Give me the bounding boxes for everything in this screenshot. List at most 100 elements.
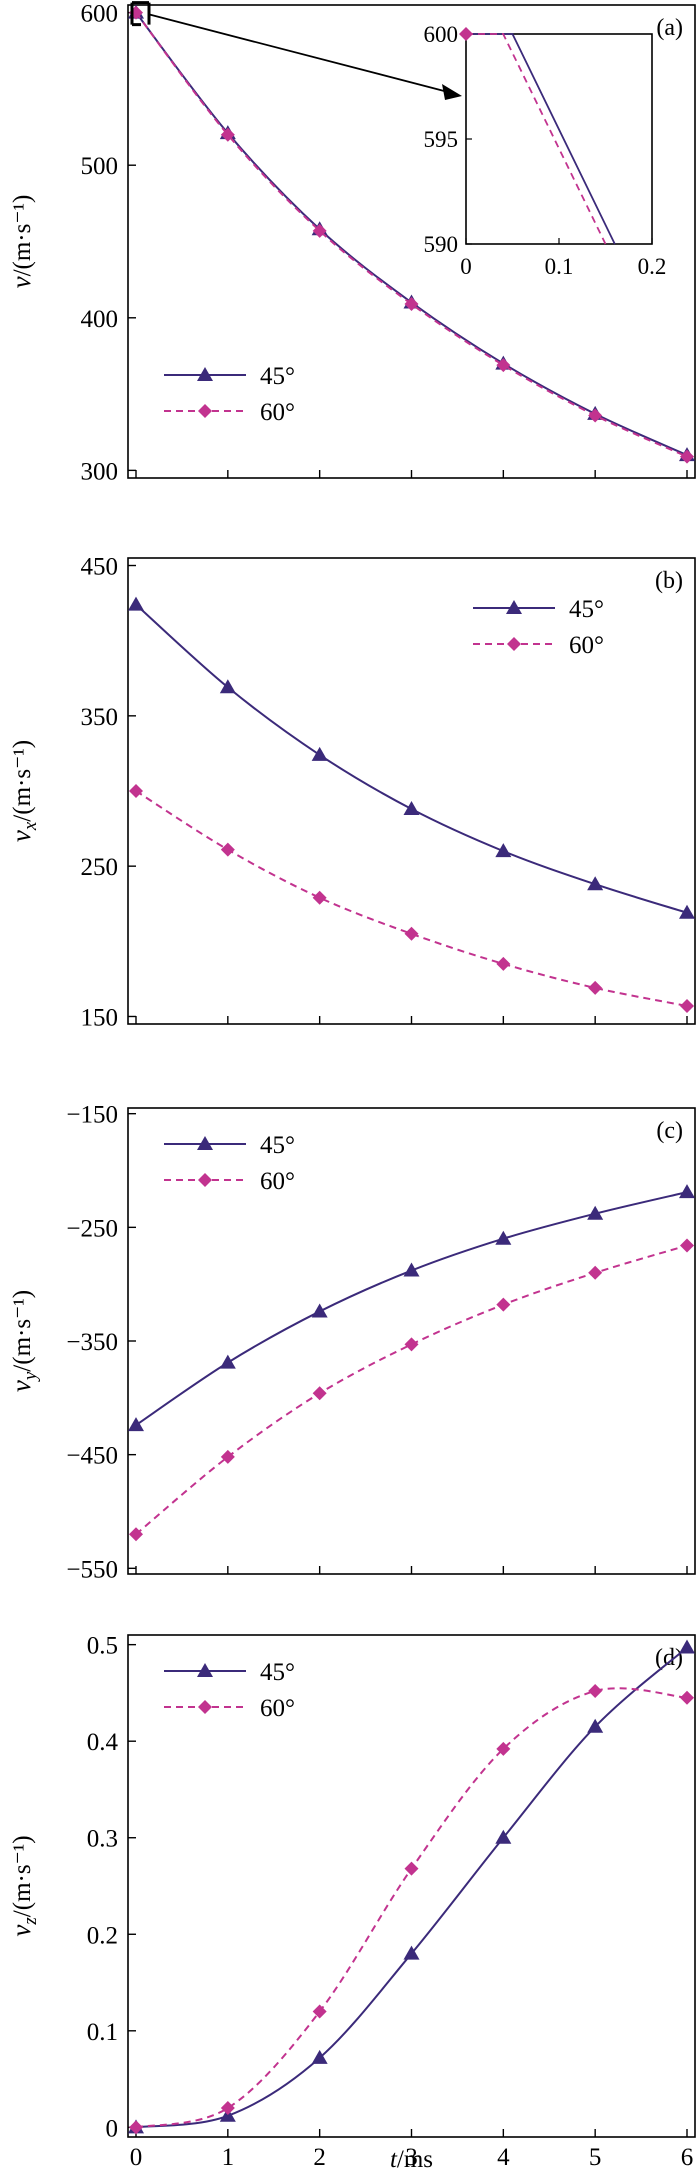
legend-label: 60° bbox=[260, 399, 295, 426]
data-point-1 bbox=[404, 926, 419, 941]
series-line-0 bbox=[135, 12, 688, 457]
data-point-1 bbox=[496, 1741, 511, 1756]
y-tick-label: −550 bbox=[66, 1556, 118, 1583]
y-tick-label: 350 bbox=[81, 704, 119, 731]
zoom-arrow bbox=[149, 13, 449, 93]
data-point-1 bbox=[220, 1449, 235, 1464]
data-point-0 bbox=[128, 1417, 144, 1432]
data-point-1 bbox=[312, 2004, 327, 2019]
y-tick-label: 0.1 bbox=[87, 2019, 118, 2046]
series-line-0 bbox=[135, 1191, 688, 1426]
legend: 45°60° bbox=[164, 1659, 295, 1722]
data-point-1 bbox=[588, 408, 603, 423]
data-point-0 bbox=[219, 679, 236, 694]
series-line-1 bbox=[135, 12, 688, 458]
data-point-0 bbox=[403, 1945, 420, 1960]
data-point-0 bbox=[495, 1829, 512, 1844]
y-tick-label: 600 bbox=[81, 1, 119, 28]
data-point-0 bbox=[128, 596, 144, 611]
data-point-1 bbox=[220, 842, 235, 857]
x-tick-label: 2 bbox=[313, 2144, 326, 2171]
x-tick-label: 1 bbox=[222, 2144, 235, 2171]
x-tick-label: 3 bbox=[405, 2144, 418, 2171]
y-axis-title: vx/(m·s⁻¹) bbox=[6, 740, 41, 842]
zoom-bracket bbox=[141, 1, 151, 25]
data-point-1 bbox=[496, 956, 511, 971]
inset-data-point bbox=[459, 27, 473, 41]
data-point-0 bbox=[311, 1303, 328, 1318]
data-point-1 bbox=[680, 1238, 694, 1253]
series-line-1 bbox=[135, 790, 688, 1007]
legend-marker bbox=[197, 1663, 213, 1677]
x-axis-title: t/ms bbox=[390, 2146, 433, 2172]
panel-label: (b) bbox=[655, 568, 683, 594]
data-point-1 bbox=[220, 127, 235, 142]
y-tick-label: 400 bbox=[81, 306, 119, 333]
inset-y-tick-label: 590 bbox=[424, 232, 459, 257]
data-point-0 bbox=[495, 1230, 512, 1245]
inset-series-line-0 bbox=[466, 33, 616, 245]
data-point-0 bbox=[587, 876, 604, 891]
data-point-0 bbox=[587, 1205, 604, 1220]
plot-frame bbox=[127, 4, 696, 479]
panel-label: (c) bbox=[656, 1118, 683, 1144]
legend-label: 60° bbox=[569, 632, 604, 659]
series-line-0 bbox=[135, 1646, 688, 2129]
inset-x-tick-label: 0.1 bbox=[545, 254, 574, 279]
legend-marker bbox=[198, 1700, 212, 1714]
x-tick-label: 4 bbox=[497, 2144, 510, 2171]
y-axis-title: v/(m·s⁻¹) bbox=[6, 195, 36, 289]
data-point-0 bbox=[403, 1262, 420, 1277]
legend-label: 45° bbox=[260, 1659, 295, 1686]
data-point-1 bbox=[129, 784, 143, 798]
legend-label: 45° bbox=[260, 363, 295, 390]
inset: 590 595 600 0 0.1 0.2 bbox=[130, 1, 667, 279]
x-tick-label: 0 bbox=[130, 2144, 143, 2171]
data-point-1 bbox=[588, 1265, 603, 1280]
data-point-1 bbox=[312, 890, 327, 905]
y-tick-label: −250 bbox=[66, 1215, 118, 1242]
data-point-0 bbox=[679, 1639, 695, 1654]
data-point-1 bbox=[496, 358, 511, 373]
y-tick-label: 0 bbox=[106, 2115, 119, 2142]
legend: 45°60° bbox=[164, 1132, 295, 1195]
inset-y-tick-label: 595 bbox=[424, 127, 459, 152]
data-point-1 bbox=[680, 998, 694, 1013]
data-point-0 bbox=[679, 904, 695, 919]
data-point-1 bbox=[404, 1337, 419, 1352]
inset-y-tick-label: 600 bbox=[424, 22, 459, 47]
y-tick-label: −450 bbox=[66, 1443, 118, 1470]
data-point-1 bbox=[496, 1297, 511, 1312]
data-point-1 bbox=[404, 297, 419, 312]
zoom-arrowhead bbox=[442, 84, 462, 100]
data-point-0 bbox=[311, 746, 328, 761]
y-tick-label: 0.4 bbox=[87, 1729, 119, 1756]
data-point-1 bbox=[680, 449, 694, 464]
y-tick-label: 450 bbox=[81, 554, 119, 581]
legend-marker bbox=[506, 600, 522, 614]
data-point-1 bbox=[312, 223, 327, 238]
panel-label: (d) bbox=[655, 1645, 683, 1671]
inset-x-tick-label: 0.2 bbox=[638, 254, 667, 279]
legend: 45°60° bbox=[164, 363, 295, 426]
panel-3: 00.10.20.30.40.50 1 2 3 4 5 6vz/(m·s⁻¹)(d)45°6… bbox=[6, 1633, 696, 2171]
data-point-1 bbox=[312, 1386, 327, 1401]
inset-frame bbox=[465, 33, 653, 245]
plot-frame bbox=[127, 557, 696, 1025]
x-tick-label: 6 bbox=[681, 2144, 694, 2171]
legend-marker bbox=[197, 1136, 213, 1150]
data-point-0 bbox=[219, 1354, 236, 1369]
plot-frame bbox=[127, 1634, 696, 2138]
zoom-bracket bbox=[130, 1, 141, 27]
legend-marker bbox=[198, 404, 212, 418]
legend: 45°60° bbox=[473, 596, 604, 659]
legend-marker bbox=[507, 637, 521, 651]
y-axis-title: vy/(m·s⁻¹) bbox=[6, 1290, 41, 1392]
legend-label: 45° bbox=[260, 1132, 295, 1159]
y-tick-label: −350 bbox=[66, 1329, 118, 1356]
data-point-0 bbox=[311, 2049, 328, 2064]
data-point-1 bbox=[129, 2120, 143, 2135]
y-tick-label: 150 bbox=[81, 1004, 119, 1031]
